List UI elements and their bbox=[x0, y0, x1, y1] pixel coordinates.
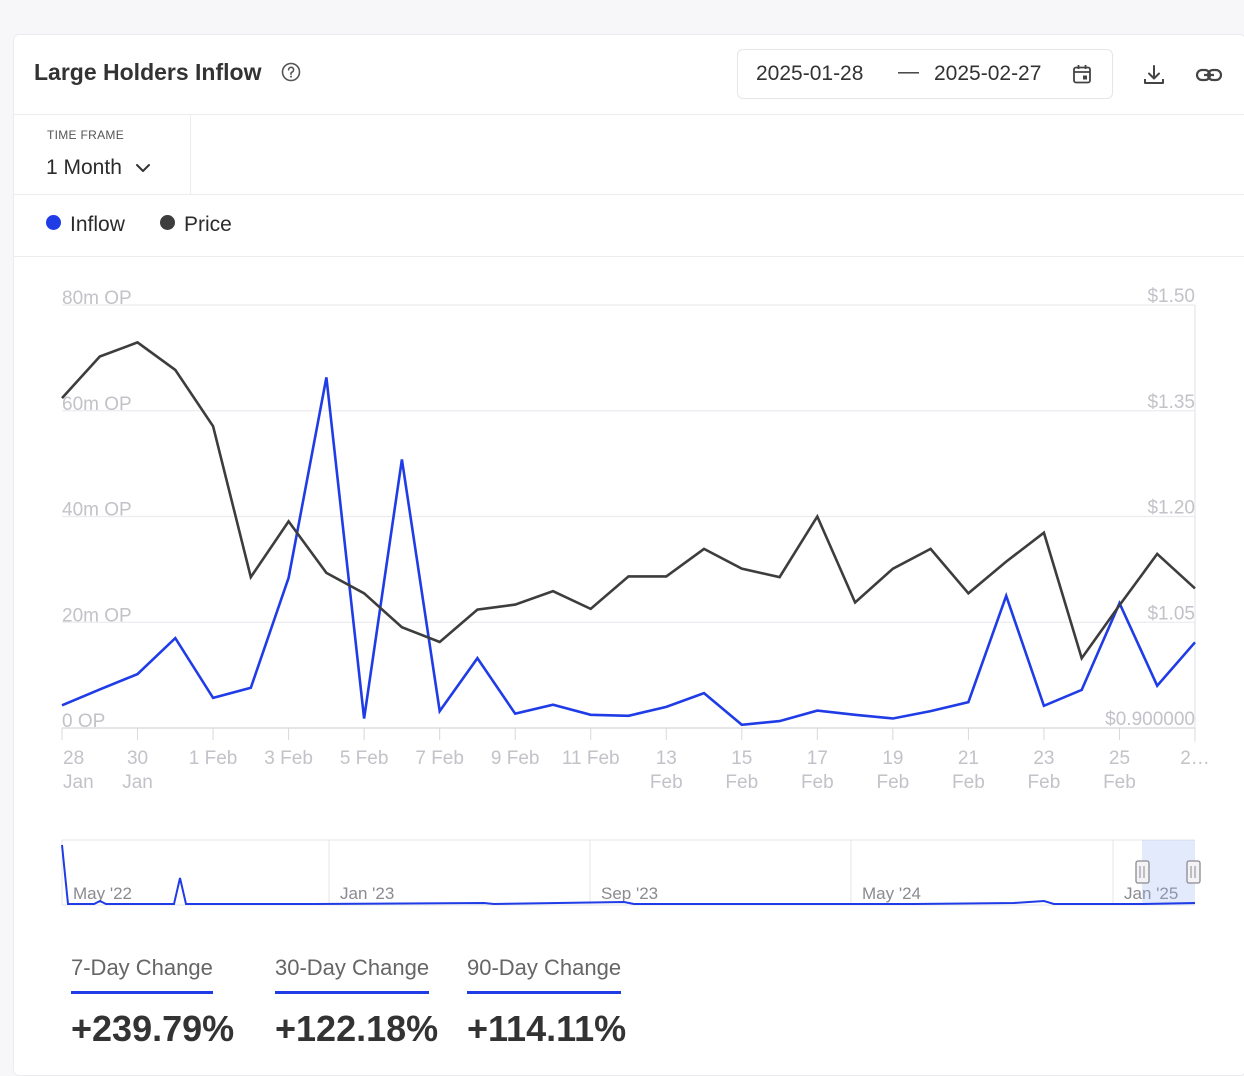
link-icon[interactable] bbox=[1195, 62, 1223, 88]
x-tick-label: 5 Feb bbox=[340, 748, 389, 769]
change-7d-label[interactable]: 7-Day Change bbox=[71, 955, 213, 994]
card-header: Large Holders Inflow 2025-01-28 — 2025-0… bbox=[14, 35, 1244, 115]
timeframe-row: TIME FRAME 1 Month bbox=[14, 115, 1244, 195]
x-tick-label: 23 bbox=[1033, 748, 1054, 769]
y-left-tick-label: 60m OP bbox=[62, 394, 132, 415]
download-icon[interactable] bbox=[1141, 62, 1167, 88]
x-tick-label: 15 bbox=[731, 748, 752, 769]
help-icon[interactable] bbox=[281, 62, 301, 82]
y-left-tick-label: 40m OP bbox=[62, 500, 132, 521]
x-tick-label: 21 bbox=[958, 748, 979, 769]
navigator-label: Jan '25 bbox=[1124, 884, 1178, 903]
x-tick-label: 19 bbox=[882, 748, 903, 769]
x-tick-label: Feb bbox=[952, 772, 985, 793]
navigator-label: May '22 bbox=[73, 884, 132, 903]
timeframe-value[interactable]: 1 Month bbox=[46, 156, 122, 179]
y-right-tick-label: $1.35 bbox=[1147, 392, 1195, 413]
legend-item-inflow[interactable]: Inflow bbox=[46, 213, 125, 237]
date-separator: — bbox=[898, 60, 919, 83]
y-left-tick-label: 80m OP bbox=[62, 288, 132, 309]
y-left-tick-label: 20m OP bbox=[62, 605, 132, 626]
x-tick-label: Feb bbox=[801, 772, 834, 793]
x-tick-label: 2… bbox=[1180, 748, 1210, 769]
x-tick-label: Feb bbox=[1103, 772, 1136, 793]
x-tick-label: 28 bbox=[63, 748, 84, 769]
calendar-icon[interactable] bbox=[1071, 63, 1093, 85]
legend: Inflow Price bbox=[14, 195, 1244, 257]
date-to: 2025-02-27 bbox=[934, 62, 1042, 85]
x-tick-label: 13 bbox=[656, 748, 677, 769]
change-30d-label[interactable]: 30-Day Change bbox=[275, 955, 430, 994]
chart-svg: 80m OP $1.50 60m OP $1.35 40m OP $1.20 20m OP $… bbox=[61, 286, 1210, 906]
y-right-tick-label: $1.20 bbox=[1147, 498, 1195, 519]
navigator-selection bbox=[1142, 840, 1195, 905]
series-line-inflow bbox=[61, 377, 1196, 727]
y-right-tick-label: $1.05 bbox=[1147, 603, 1195, 624]
x-tick-label: 9 Feb bbox=[491, 748, 540, 769]
x-tick-label: 7 Feb bbox=[415, 748, 464, 769]
navigator-label: May '24 bbox=[862, 884, 921, 903]
navigator-handle bbox=[1135, 860, 1150, 884]
x-tick-label: 30 bbox=[127, 748, 148, 769]
legend-label-price: Price bbox=[184, 213, 232, 236]
x-tick-label: 11 Feb bbox=[562, 748, 620, 769]
navigator-label: Sep '23 bbox=[601, 884, 658, 903]
date-from: 2025-01-28 bbox=[756, 62, 864, 85]
navigator-sparkline bbox=[61, 844, 1196, 906]
x-tick-label: 3 Feb bbox=[264, 748, 313, 769]
y-left-tick-label: 0 OP bbox=[62, 711, 105, 732]
x-tick-label: Feb bbox=[1028, 772, 1061, 793]
timeframe-selector[interactable]: TIME FRAME 1 Month bbox=[14, 115, 191, 194]
change-stats: 7-Day Change +239.79% 30-Day Change +122… bbox=[14, 955, 1244, 1075]
navigator-label: Jan '23 bbox=[340, 884, 394, 903]
chart-title: Large Holders Inflow bbox=[34, 59, 262, 85]
change-90d-value: +114.11% bbox=[467, 1008, 627, 1049]
change-30d[interactable]: 30-Day Change +122.18% bbox=[275, 955, 438, 1050]
y-right-tick-label: $0.900000 bbox=[1105, 709, 1195, 730]
x-tick-label: Jan bbox=[122, 772, 153, 793]
legend-label-inflow: Inflow bbox=[70, 213, 125, 236]
change-7d[interactable]: 7-Day Change +239.79% bbox=[71, 955, 234, 1050]
change-30d-value: +122.18% bbox=[275, 1008, 439, 1049]
x-tick-label: 25 bbox=[1109, 748, 1130, 769]
legend-dot-inflow bbox=[46, 215, 61, 230]
x-tick-label: Feb bbox=[650, 772, 683, 793]
x-tick-label: Jan bbox=[63, 772, 94, 793]
series-line-price bbox=[61, 340, 1196, 662]
chart-card: Large Holders Inflow 2025-01-28 — 2025-0… bbox=[13, 34, 1244, 1076]
x-tick-label: Feb bbox=[725, 772, 758, 793]
x-tick-label: 17 bbox=[807, 748, 828, 769]
chevron-down-icon[interactable] bbox=[134, 161, 152, 175]
x-tick-label: 1 Feb bbox=[189, 748, 238, 769]
legend-item-price[interactable]: Price bbox=[160, 213, 232, 237]
change-7d-value: +239.79% bbox=[71, 1008, 235, 1049]
change-90d-label[interactable]: 90-Day Change bbox=[467, 955, 622, 994]
date-range-picker[interactable]: 2025-01-28 — 2025-02-27 bbox=[737, 49, 1113, 99]
y-right-tick-label: $1.50 bbox=[1147, 286, 1195, 307]
timeframe-label: TIME FRAME bbox=[47, 128, 124, 142]
legend-dot-price bbox=[160, 215, 175, 230]
change-90d[interactable]: 90-Day Change +114.11% bbox=[467, 955, 626, 1050]
x-tick-label: Feb bbox=[876, 772, 909, 793]
navigator-handle bbox=[1186, 860, 1201, 884]
